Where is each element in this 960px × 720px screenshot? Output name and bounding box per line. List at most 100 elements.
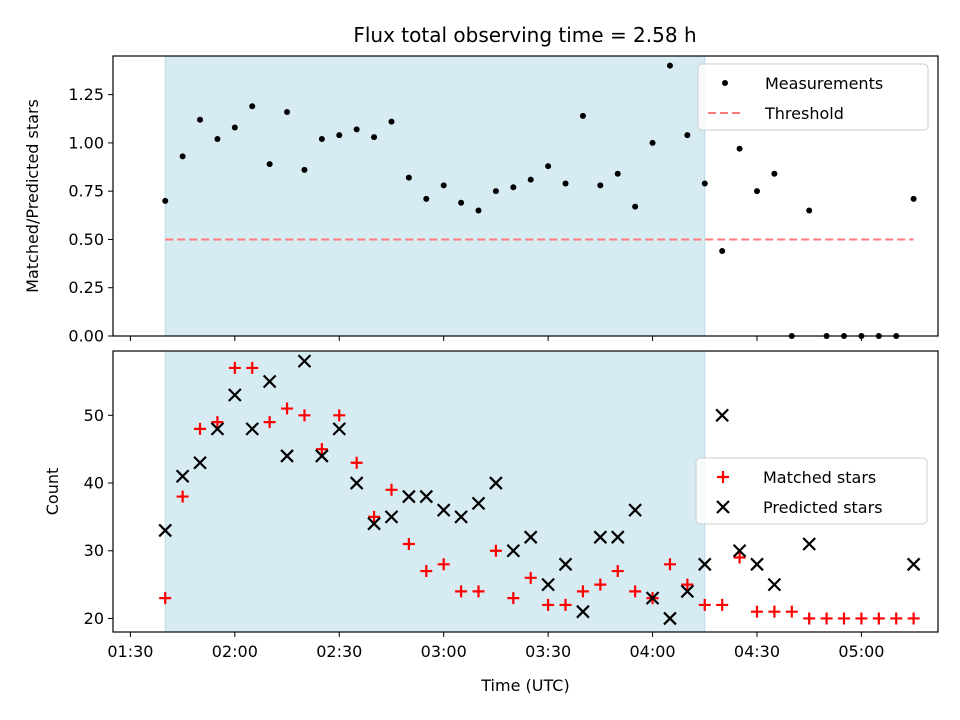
measurement-point bbox=[284, 109, 291, 115]
predicted-star-point bbox=[471, 496, 486, 511]
matched-star-point bbox=[315, 443, 328, 456]
measurement-point bbox=[162, 197, 169, 204]
matched-star-point bbox=[176, 490, 189, 503]
matched-star-point bbox=[681, 578, 694, 591]
measurement-point bbox=[545, 163, 552, 170]
matched-star-point bbox=[768, 605, 781, 618]
legend-predicted-swatch bbox=[716, 500, 730, 514]
matched-star-point bbox=[890, 612, 903, 625]
x-tick-label: 03:30 bbox=[525, 642, 571, 661]
matched-star-point bbox=[507, 592, 520, 605]
matched-star-point bbox=[559, 598, 572, 611]
matched-star-point bbox=[576, 585, 589, 598]
matched-star-point bbox=[542, 598, 555, 611]
matched-star-point bbox=[489, 544, 502, 557]
measurement-point bbox=[666, 62, 673, 69]
measurement-point bbox=[806, 207, 813, 214]
predicted-star-point bbox=[454, 510, 468, 524]
measurement-point bbox=[214, 136, 221, 143]
measurement-point bbox=[579, 112, 586, 119]
predicted-star-point bbox=[767, 577, 782, 592]
predicted-star-point bbox=[523, 530, 538, 544]
matched-star-point bbox=[838, 612, 851, 625]
measurement-point bbox=[701, 180, 708, 187]
predicted-star-point bbox=[210, 422, 225, 436]
measurement-point bbox=[197, 116, 204, 123]
measurement-point bbox=[371, 134, 378, 141]
series-measurements bbox=[162, 62, 917, 339]
matched-star-point bbox=[368, 510, 381, 523]
matched-star-point bbox=[437, 558, 450, 571]
y-tick-label: 50 bbox=[84, 406, 104, 425]
measurement-point bbox=[336, 132, 343, 139]
matched-star-point bbox=[246, 361, 259, 374]
predicted-star-point bbox=[906, 557, 921, 572]
predicted-star-point bbox=[489, 476, 503, 490]
measurement-point bbox=[753, 188, 760, 195]
y-tick-label: 0.25 bbox=[68, 278, 104, 297]
legend-label: Predicted stars bbox=[763, 498, 883, 517]
measurement-point bbox=[684, 132, 691, 139]
measurement-point bbox=[388, 118, 395, 125]
x-tick-label: 03:00 bbox=[421, 642, 467, 661]
matched-star-point bbox=[385, 483, 398, 496]
measurement-point bbox=[231, 124, 238, 131]
y-tick-label: 0.00 bbox=[68, 327, 104, 346]
bottom-panel: 20 30 40 50 01:30 02:00 02:30 03:00 03:30 04:00 04… bbox=[43, 350, 939, 695]
legend-label: Measurements bbox=[765, 74, 883, 93]
measurement-point bbox=[719, 248, 726, 255]
predicted-star-point bbox=[436, 503, 451, 517]
matched-star-point bbox=[855, 612, 868, 625]
matched-star-point bbox=[402, 537, 415, 550]
predicted-star-point bbox=[645, 591, 660, 605]
matched-star-point bbox=[159, 592, 172, 605]
top-panel: 0.00 0.25 0.50 0.75 1.00 1.25 Matched/Predicte… bbox=[23, 55, 939, 346]
series-matched-stars bbox=[159, 361, 920, 625]
y-axis-label: Matched/Predicted stars bbox=[23, 99, 42, 293]
legend-matched-swatch bbox=[717, 471, 729, 483]
measurement-point bbox=[423, 195, 430, 202]
measurement-point bbox=[440, 182, 447, 189]
predicted-star-point bbox=[663, 611, 677, 626]
matched-star-point bbox=[611, 565, 624, 578]
measurement-point bbox=[649, 139, 656, 146]
observing-window-span bbox=[164, 350, 706, 633]
matched-star-point bbox=[872, 612, 885, 625]
matched-star-point bbox=[716, 598, 729, 611]
matched-star-point bbox=[594, 578, 607, 591]
legend-label: Threshold bbox=[764, 104, 844, 123]
matched-star-point bbox=[733, 551, 746, 564]
y-tick-label: 1.00 bbox=[68, 133, 104, 152]
x-tick-label: 02:30 bbox=[316, 642, 362, 661]
chart-title: Flux total observing time = 2.58 h bbox=[353, 23, 696, 47]
matched-star-point bbox=[298, 409, 311, 422]
predicted-star-point bbox=[262, 374, 277, 389]
x-tick-label: 01:30 bbox=[107, 642, 153, 661]
matched-star-point bbox=[263, 416, 276, 429]
legend-label: Matched stars bbox=[763, 468, 876, 487]
x-axis-label: Time (UTC) bbox=[480, 676, 569, 695]
matched-star-point bbox=[194, 422, 207, 435]
matched-star-point bbox=[663, 558, 676, 571]
matched-star-point bbox=[281, 402, 294, 415]
matched-star-point bbox=[524, 571, 537, 584]
predicted-star-point bbox=[576, 604, 590, 619]
matched-star-point bbox=[420, 565, 433, 578]
measurement-point bbox=[492, 188, 499, 195]
predicted-star-point bbox=[558, 557, 573, 572]
predicted-star-point bbox=[610, 530, 625, 544]
predicted-star-point bbox=[750, 557, 764, 572]
matched-star-point bbox=[350, 456, 363, 469]
predicted-star-point bbox=[593, 530, 608, 544]
x-tick-label: 04:00 bbox=[630, 642, 676, 661]
predicted-star-point bbox=[158, 523, 172, 538]
axes-frame bbox=[112, 55, 939, 337]
y-tick-label: 40 bbox=[84, 474, 104, 493]
predicted-star-point bbox=[419, 489, 434, 504]
measurement-point bbox=[458, 199, 465, 206]
measurement-point bbox=[405, 174, 412, 181]
measurement-point bbox=[910, 195, 917, 202]
measurement-point bbox=[562, 180, 569, 187]
matched-star-point bbox=[803, 612, 816, 625]
